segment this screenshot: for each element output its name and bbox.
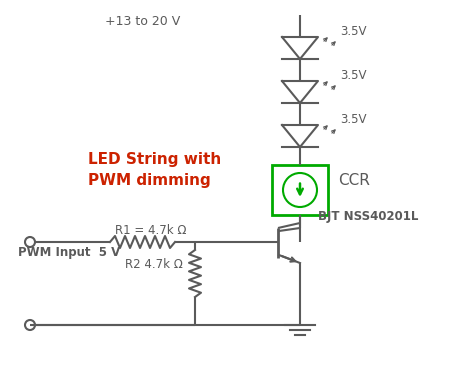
Text: R1 = 4.7k Ω: R1 = 4.7k Ω [115,224,186,237]
Text: BJT NSS40201L: BJT NSS40201L [317,210,418,223]
Text: PWM Input  5 V: PWM Input 5 V [18,246,120,259]
Text: +13 to 20 V: +13 to 20 V [105,15,180,28]
Text: R2 4.7k Ω: R2 4.7k Ω [125,258,183,271]
Text: LED String with
PWM dimming: LED String with PWM dimming [88,152,221,188]
Text: 3.5V: 3.5V [339,113,366,126]
Text: 3.5V: 3.5V [339,69,366,82]
Text: CCR: CCR [337,173,369,188]
Text: 3.5V: 3.5V [339,25,366,38]
Bar [271,165,327,215]
